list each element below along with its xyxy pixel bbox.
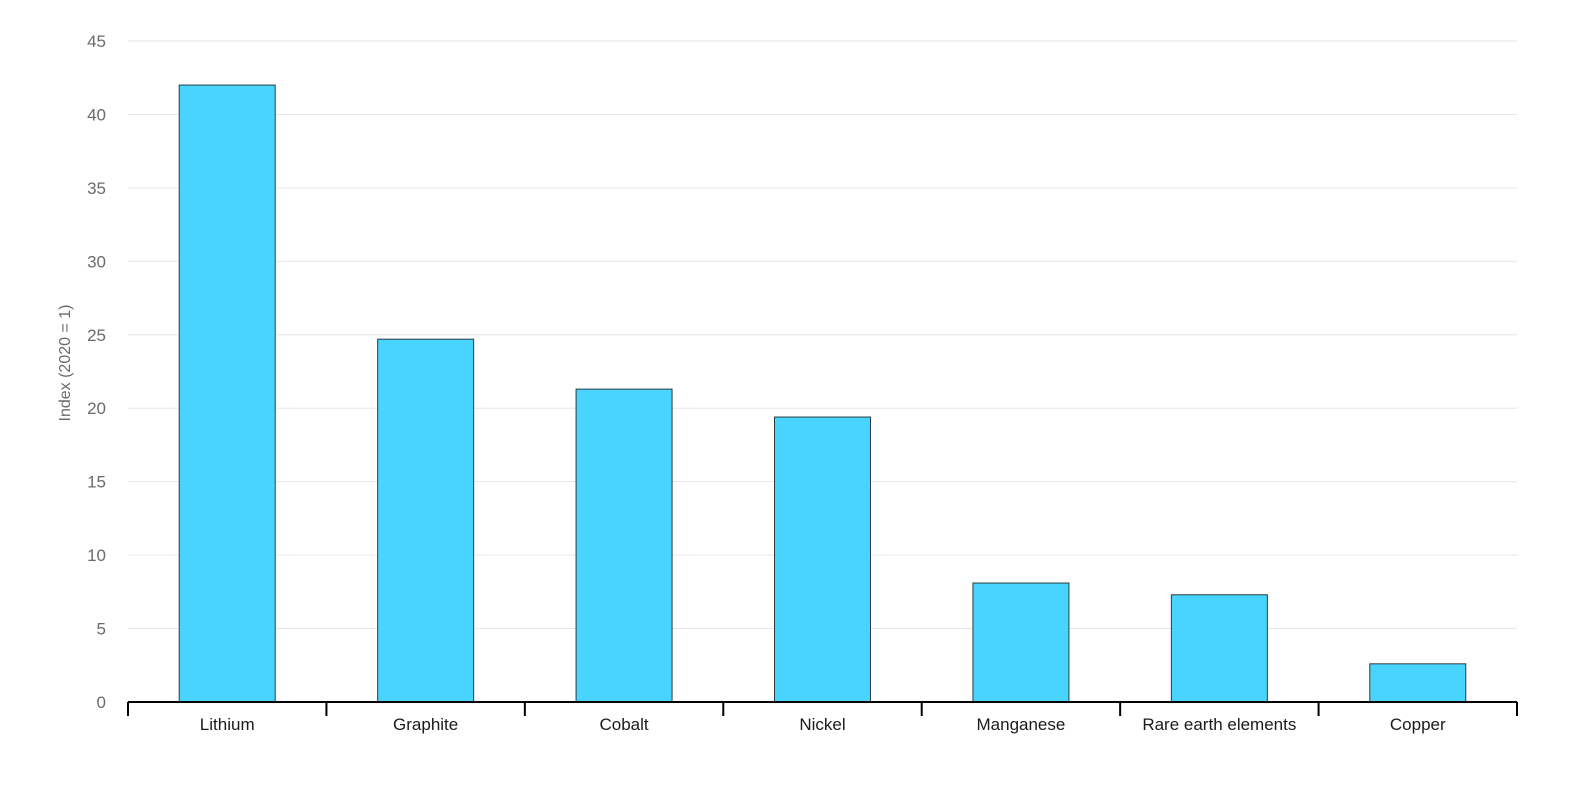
bars [178,84,1467,703]
bar-nickel [774,416,871,703]
bar-copper [1369,663,1467,703]
x-tick-label: Manganese [977,715,1066,734]
x-tick-label: Lithium [200,715,255,734]
y-tick-label: 20 [87,399,106,418]
y-tick-label: 45 [87,32,106,51]
x-tick-labels: Lithium Graphite Cobalt Nickel Manganese Rare… [200,715,1446,734]
y-tick-labels: 0 5 10 15 20 25 30 35 40 45 [87,32,106,712]
y-tick-label: 25 [87,326,106,345]
y-tick-label: 15 [87,473,106,492]
x-tick-label: Nickel [799,715,845,734]
gridlines [128,40,1517,630]
bar-lithium [178,84,276,703]
y-tick-label: 0 [97,693,106,712]
bar-manganese [972,582,1070,703]
y-axis-label: Index (2020 = 1) [57,305,74,422]
y-tick-label: 40 [87,105,106,124]
y-tick-label: 30 [87,252,106,271]
y-tick-label: 35 [87,179,106,198]
bar-graphite [377,338,475,703]
x-tick-label: Copper [1390,715,1446,734]
x-tick-label: Cobalt [600,715,649,734]
y-tick-label: 5 [97,620,106,639]
bar-cobalt [575,388,673,703]
y-tick-label: 10 [87,546,106,565]
x-tick-label: Graphite [393,715,458,734]
x-tick-label: Rare earth elements [1142,715,1296,734]
x-axis [127,701,1518,716]
bar-rare-earth-elements [1170,594,1268,703]
